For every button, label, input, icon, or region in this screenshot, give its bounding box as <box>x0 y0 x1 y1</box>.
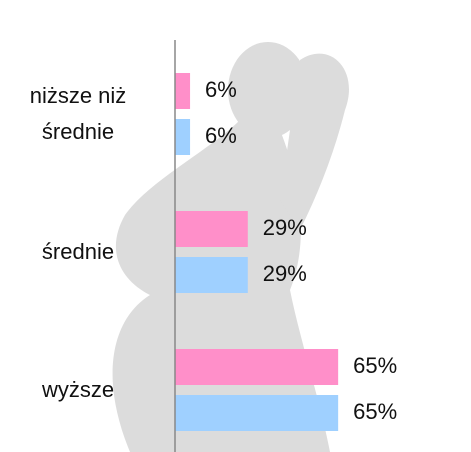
value-label: 29% <box>263 215 307 240</box>
bar <box>175 119 190 155</box>
bar <box>175 73 190 109</box>
bar <box>175 211 248 247</box>
bar <box>175 257 248 293</box>
category-label: wyższe <box>8 372 148 408</box>
bar <box>175 395 338 431</box>
value-label: 65% <box>353 399 397 424</box>
value-label: 65% <box>353 353 397 378</box>
category-label: niższe niż średnie <box>8 78 148 150</box>
value-label: 6% <box>205 77 237 102</box>
value-label: 6% <box>205 123 237 148</box>
category-label: średnie <box>8 234 148 270</box>
chart: 6% 6% 29% 29% 65% 65% niższe niż średnie średn… <box>0 0 471 452</box>
value-label: 29% <box>263 261 307 286</box>
bar <box>175 349 338 385</box>
